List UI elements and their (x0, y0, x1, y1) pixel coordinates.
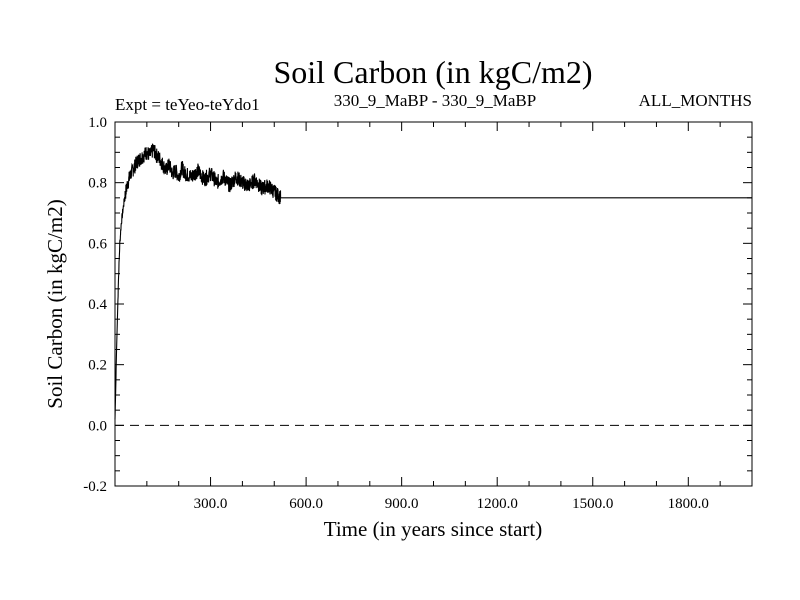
y-tick-label: 0.2 (88, 358, 107, 374)
x-tick-label: 1200.0 (477, 496, 518, 512)
x-tick-label-layer: 300.0 600.0 900.0 1200.0 1500.0 1800.0 (194, 496, 709, 512)
x-axis-label: Time (in years since start) (324, 517, 543, 541)
y-tick-label: 0.0 (88, 418, 107, 434)
tick-mark-layer (115, 122, 752, 486)
y-tick-label: 1.0 (88, 115, 107, 131)
soil-carbon-series-line (114, 143, 752, 420)
chart-title: Soil Carbon (in kgC/m2) (273, 54, 592, 90)
x-tick-label: 1500.0 (572, 496, 613, 512)
y-tick-label: 0.8 (88, 176, 107, 192)
chart-subtitle-experiment: Expt = teYeo-teYdo1 (115, 95, 260, 114)
series-layer (114, 143, 752, 420)
chart-subtitle-period: 330_9_MaBP - 330_9_MaBP (334, 91, 536, 110)
x-tick-label: 600.0 (289, 496, 323, 512)
y-tick-label: 0.6 (88, 236, 107, 252)
y-tick-label-layer: -0.2 0.0 0.2 0.4 0.6 0.8 1.0 (83, 115, 107, 495)
x-tick-label: 1800.0 (668, 496, 709, 512)
y-tick-label: -0.2 (83, 479, 107, 495)
plot-frame (114, 121, 753, 487)
y-tick-label: 0.4 (88, 297, 107, 313)
x-tick-label: 900.0 (385, 496, 419, 512)
y-axis-label: Soil Carbon (in kgC/m2) (43, 199, 67, 408)
chart-subtitle-months: ALL_MONTHS (639, 91, 752, 110)
x-tick-label: 300.0 (194, 496, 228, 512)
